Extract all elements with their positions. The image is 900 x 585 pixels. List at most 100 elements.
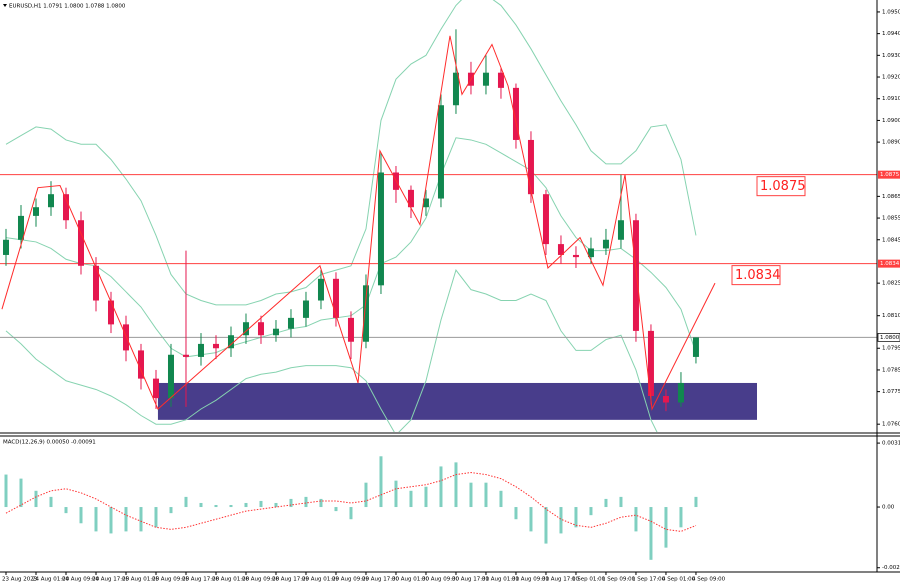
macd-bar xyxy=(679,507,683,528)
macd-bar xyxy=(634,507,638,532)
level-axis-box xyxy=(878,170,900,179)
macd-bar xyxy=(79,507,83,524)
macd-bar xyxy=(409,490,413,508)
x-tick-label: 31 Aug 17:00 xyxy=(542,577,580,583)
macd-bar xyxy=(19,478,23,508)
macd-bar xyxy=(514,507,518,520)
x-tick-label: 30 Aug 09:00 xyxy=(422,577,460,583)
macd-bar xyxy=(574,507,578,528)
candle-body xyxy=(62,194,69,221)
level-axis-label: 1.0834 xyxy=(880,261,900,267)
chart-title: EURUSD,H1 1.0791 1.0800 1.0788 1.0800 xyxy=(9,4,126,10)
candle-body xyxy=(422,198,429,208)
x-tick-label: 30 Aug 17:00 xyxy=(452,577,490,583)
macd-bar xyxy=(304,496,308,508)
candle-body xyxy=(182,354,189,357)
macd-bar xyxy=(124,507,128,532)
level-label-box xyxy=(756,176,806,197)
macd-bar xyxy=(49,496,53,508)
macd-bar xyxy=(544,507,548,544)
macd-y-tick-label: 0.00 xyxy=(882,505,895,511)
candle-body xyxy=(407,189,414,208)
y-tick-label: 1.0890 xyxy=(882,140,900,146)
macd-bar xyxy=(4,474,8,508)
x-tick-label: 29 Aug 01:00 xyxy=(302,577,340,583)
y-tick-label: 1.0940 xyxy=(882,31,900,37)
macd-bar xyxy=(319,498,323,508)
candle-body xyxy=(122,324,129,351)
macd-bar xyxy=(214,505,218,508)
macd-bar xyxy=(379,456,383,508)
macd-panel xyxy=(4,456,698,560)
macd-bar xyxy=(439,466,443,508)
x-tick-label: 28 Aug 17:00 xyxy=(272,577,310,583)
macd-bar xyxy=(109,507,113,534)
candle-body xyxy=(632,220,639,331)
x-tick-label: 23 Aug 2023 xyxy=(2,577,38,583)
x-tick-label: 31 Aug 01:00 xyxy=(482,577,520,583)
level-axis-box xyxy=(878,259,900,268)
x-tick-label: 25 Aug 17:00 xyxy=(182,577,220,583)
menu-arrow xyxy=(3,4,7,7)
macd-bar xyxy=(454,462,458,508)
macd-bar xyxy=(529,507,533,532)
candle-body xyxy=(587,248,594,258)
candle-body xyxy=(647,330,654,396)
bollinger-upper xyxy=(5,0,697,306)
x-tick-label: 28 Aug 01:00 xyxy=(212,577,250,583)
level-label: 1.0875 xyxy=(760,179,806,194)
candle-body xyxy=(287,317,294,329)
x-tick-label: 4 Sep 01:00 xyxy=(662,577,696,583)
y-tick-label: 1.0775 xyxy=(882,389,900,395)
candle-body xyxy=(152,378,159,399)
macd-bar xyxy=(154,507,158,528)
candle-body xyxy=(437,105,444,199)
x-tick-label: 24 Aug 01:00 xyxy=(32,577,70,583)
macd-bar xyxy=(664,507,668,548)
y-tick-label: 1.0950 xyxy=(882,9,900,15)
candle-body xyxy=(17,215,24,240)
macd-bar xyxy=(649,507,653,560)
y-tick-label: 1.0785 xyxy=(882,367,900,373)
y-tick-label: 1.0855 xyxy=(882,216,900,222)
macd-title: MACD(12,26,9) 0.00050 -0.00091 xyxy=(3,440,96,446)
macd-bar xyxy=(694,496,698,508)
candle-body xyxy=(32,207,39,216)
macd-bar xyxy=(619,496,623,508)
candle-body xyxy=(257,322,264,336)
candle-body xyxy=(512,87,519,140)
x-tick-label: 24 Aug 17:00 xyxy=(92,577,130,583)
x-tick-label: 31 Aug 09:00 xyxy=(512,577,550,583)
candle-body xyxy=(302,300,309,318)
candle-body xyxy=(572,254,579,258)
bollinger-lower xyxy=(5,269,658,432)
macd-y-tick-label: -0.00299 xyxy=(882,565,900,571)
support-zone xyxy=(157,382,758,420)
candle-body xyxy=(197,343,204,357)
x-tick-label: 1 Sep 01:00 xyxy=(572,577,606,583)
candle-body xyxy=(77,220,84,266)
last-price-box xyxy=(877,333,900,342)
candle-body xyxy=(272,328,279,336)
candle-body xyxy=(617,220,624,240)
x-tick-label: 29 Aug 17:00 xyxy=(362,577,400,583)
macd-y-tick-label: 0.00315 xyxy=(882,441,900,447)
macd-bar xyxy=(394,480,398,508)
macd-bar xyxy=(469,482,473,508)
y-tick-label: 1.0930 xyxy=(882,53,900,59)
candle-body xyxy=(692,337,699,357)
macd-bar xyxy=(424,486,428,508)
candle-body xyxy=(317,278,324,301)
y-tick-label: 1.0920 xyxy=(882,75,900,81)
y-tick-label: 1.0865 xyxy=(882,194,900,200)
candle-body xyxy=(677,382,684,403)
zigzag-line xyxy=(1,35,716,411)
x-tick-label: 30 Aug 01:00 xyxy=(392,577,430,583)
macd-bar xyxy=(169,507,173,514)
macd-bar xyxy=(604,498,608,508)
candle-body xyxy=(557,244,564,255)
